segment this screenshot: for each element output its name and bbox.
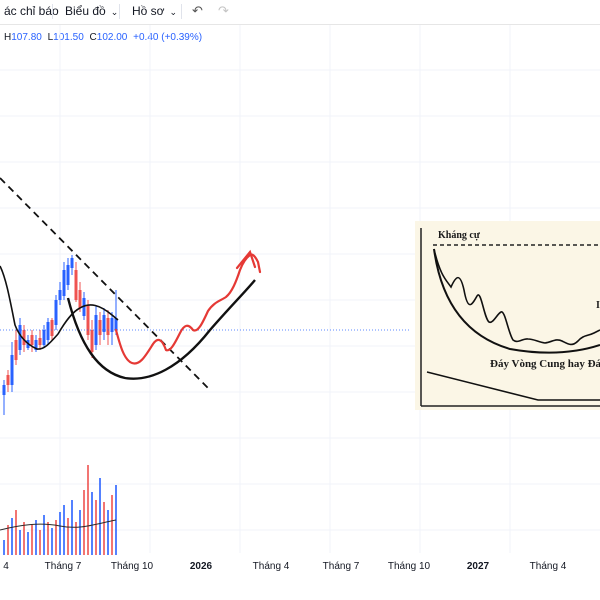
toolbar-divider bbox=[181, 4, 182, 19]
change-value: +0.40 (+0.39%) bbox=[133, 32, 203, 43]
candle-body bbox=[22, 330, 26, 345]
toolbar-divider bbox=[52, 4, 53, 19]
chevron-down-icon: ⌄ bbox=[110, 7, 119, 17]
price-series bbox=[2, 255, 118, 415]
time-axis-label: Tháng 7 bbox=[322, 561, 360, 572]
inset-edge-letter: I bbox=[596, 300, 600, 311]
rounding-bottom-curve[interactable] bbox=[66, 279, 256, 380]
rounding-bottom-label: Đáy Vòng Cung hay Đá bbox=[490, 358, 600, 370]
candle-body bbox=[90, 330, 94, 352]
candle-body bbox=[106, 318, 110, 335]
candle-body bbox=[42, 330, 46, 345]
projection-arrowhead bbox=[235, 249, 257, 270]
chevron-down-icon: ⌄ bbox=[169, 7, 178, 17]
drawing-overlays bbox=[0, 177, 410, 389]
indicators-label: ác chỉ báo bbox=[4, 4, 59, 18]
candle-body bbox=[54, 300, 58, 325]
candle-body bbox=[102, 315, 106, 332]
inset-volume-line bbox=[426, 371, 600, 401]
time-axis-label: Tháng 10 bbox=[387, 561, 431, 572]
candle-body bbox=[98, 320, 102, 335]
candle-body bbox=[14, 340, 18, 360]
top-toolbar: ác chỉ báo Biểu đồ ⌄ Hồ sơ ⌄ ↶ ↷ bbox=[0, 0, 600, 25]
candle-body bbox=[66, 265, 70, 285]
time-axis-label: Tháng 4 bbox=[529, 561, 567, 572]
candle-body bbox=[62, 270, 66, 296]
ohlc-legend: H107.80 L101.50 C102.00 +0.40 (+0.39%) bbox=[4, 32, 202, 43]
candle-body bbox=[86, 305, 90, 335]
candle-body bbox=[10, 355, 14, 385]
toolbar-divider bbox=[119, 4, 120, 19]
downtrend-dashed-line[interactable] bbox=[0, 177, 209, 389]
inset-background bbox=[415, 221, 600, 410]
candle-body bbox=[114, 318, 118, 330]
time-axis-label: 2026 bbox=[189, 561, 213, 572]
inset-bowl-curve bbox=[433, 248, 600, 354]
chart-menu-label: Biểu đồ bbox=[65, 4, 106, 18]
low-value: 101.50 bbox=[53, 32, 84, 43]
indicators-button[interactable]: ác chỉ báo bbox=[4, 4, 59, 18]
close-label: C bbox=[89, 32, 97, 43]
resistance-label: Kháng cự bbox=[438, 230, 480, 241]
time-axis-label: Tháng 4 bbox=[252, 561, 290, 572]
candle-body bbox=[46, 322, 50, 340]
moving-average-line bbox=[0, 265, 119, 350]
projected-path[interactable] bbox=[114, 253, 262, 365]
inset-price-wave bbox=[433, 248, 600, 346]
time-axis-label: 4 bbox=[3, 561, 9, 572]
candle-body bbox=[82, 298, 86, 316]
candle-body bbox=[70, 258, 74, 268]
high-value: 107.80 bbox=[11, 32, 42, 43]
candle-body bbox=[6, 375, 10, 385]
time-axis-label: 2027 bbox=[466, 561, 490, 572]
candle-body bbox=[34, 340, 38, 350]
candle-body bbox=[58, 290, 62, 300]
candle-body bbox=[30, 335, 34, 345]
candle-body bbox=[110, 318, 114, 332]
candle-body bbox=[78, 290, 82, 308]
candle-body bbox=[18, 325, 22, 350]
candle-body bbox=[38, 338, 42, 345]
volume-series bbox=[0, 465, 117, 555]
candle-body bbox=[74, 270, 78, 300]
close-value: 102.00 bbox=[96, 32, 128, 43]
high-label: H bbox=[4, 32, 12, 43]
time-axis-label: Tháng 7 bbox=[44, 561, 82, 572]
candle-body bbox=[2, 385, 6, 395]
redo-icon[interactable]: ↷ bbox=[218, 3, 229, 18]
inset-pattern-image bbox=[415, 221, 600, 410]
time-axis-label: Tháng 10 bbox=[110, 561, 154, 572]
profile-menu-label: Hồ sơ bbox=[132, 4, 165, 18]
profile-menu-button[interactable]: Hồ sơ ⌄ bbox=[132, 4, 177, 18]
chart-menu-button[interactable]: Biểu đồ ⌄ bbox=[65, 4, 118, 18]
undo-icon[interactable]: ↶ bbox=[192, 3, 203, 18]
volume-average-line bbox=[0, 519, 117, 531]
low-label: L bbox=[47, 32, 54, 43]
candle-body bbox=[50, 320, 54, 336]
